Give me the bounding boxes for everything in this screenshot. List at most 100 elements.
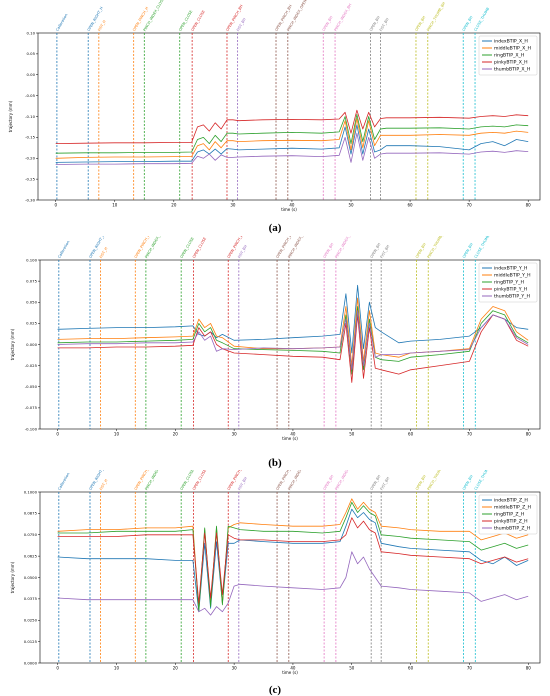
event-label: PINCH_THUMB_BH [427,236,447,259]
event-label: OPEN_BH [323,242,335,259]
event-label: PINCH_INDEX_BH [333,3,352,32]
y-tick-label: 0.00 [27,72,36,77]
event-label: CLOSE_THUMB [473,6,490,32]
y-tick-label: -0.050 [25,384,38,389]
x-tick-label: 10 [112,203,118,208]
series-line-middleBTIP_X_H [55,118,529,159]
legend-box [478,494,538,535]
series-line-ringBTIP_Z_H [57,501,529,613]
y-tick-label: -0.05 [25,93,35,98]
legend: indexBTIP_Y_HmiddleBTIP_Y_HringBTIP_Y_Hp… [478,262,538,303]
event-label: PINCH_INDEX_BH [334,236,353,259]
event-label: OPEN_BH [415,474,427,491]
event-label: FIST_H [99,478,109,491]
x-tick-label: 10 [114,432,120,437]
y-tick-label: 0.050 [26,300,37,305]
series-line-thumbBTIP_Y_H [57,310,529,371]
legend-label: thumbBTIP_Y_H [494,294,530,300]
legend-label: ringBTIP_X_H [494,53,524,59]
x-tick-label: 60 [408,432,414,437]
event-label: FIST_H [97,19,107,32]
legend: indexBTIP_Z_HmiddleBTIP_Z_HringBTIP_Z_Hp… [478,494,538,535]
legend-label: indexBTIP_Y_H [494,266,528,272]
event-label: PINCH_INDEX_CLOSE [143,0,166,32]
series-line-ringBTIP_X_H [55,114,529,154]
event-label: PINCH_INDEX_OPENER [287,470,311,491]
x-tick-label: 50 [349,432,355,437]
y-tick-label: 0.0750 [24,532,38,537]
y-axis-label: trajectory (mm) [10,328,15,360]
caption-c: (c) [268,684,282,696]
event-label: FIST_BH [237,476,248,491]
x-tick-label: 50 [349,666,355,671]
y-tick-label: 0.0000 [24,660,38,665]
event-label: OPEN_CLOSE [192,470,208,491]
x-tick-label: 0 [56,666,59,671]
series-line-indexBTIP_Z_H [57,508,529,613]
x-tick-label: 10 [114,666,120,671]
legend-label: middleBTIP_Z_H [494,505,531,511]
y-tick-label: 0.025 [26,321,37,326]
event-label: CLOSE_THUMB [474,470,491,491]
y-tick-label: 0.000 [26,342,37,347]
legend-label: thumbBTIP_X_H [494,67,530,73]
event-label: Calibration [55,13,68,32]
legend-label: pinkyBTIP_X_H [494,60,528,66]
legend-label: pinkyBTIP_Y_H [494,287,527,293]
x-axis-label: time (s) [281,207,297,212]
x-tick-label: 0 [56,432,59,437]
x-tick-label: 60 [408,203,414,208]
x-tick-label: 20 [173,432,179,437]
y-tick-label: 0.100 [26,257,37,262]
x-tick-label: 0 [54,203,57,208]
x-tick-label: 70 [467,432,473,437]
event-label: OPEN_BH [462,242,474,259]
legend-label: middleBTIP_X_H [494,46,531,52]
legend-label: middleBTIP_Y_H [494,273,531,279]
event-label: FIST_BH [379,17,390,32]
series-line-indexBTIP_X_H [55,124,529,163]
event-label: FIST_BH [380,244,391,259]
legend-label: ringBTIP_Y_H [494,280,524,286]
event-label: CLOSE_THUMB [474,236,491,259]
y-tick-label: 0.0375 [24,596,38,601]
y-axis-label: trajectory (mm) [8,100,13,132]
series-line-indexBTIP_Y_H [57,284,529,354]
y-tick-label: -0.25 [25,176,35,181]
caption-b: (b) [268,457,282,469]
series-line-ringBTIP_Y_H [57,306,529,375]
x-axis-label: time (s) [282,670,298,675]
series-line-thumbBTIP_Z_H [57,551,529,616]
series-line-pinkyBTIP_Z_H [57,517,529,604]
x-axis-label: time (s) [282,436,298,441]
series-line-thumbBTIP_X_H [55,132,529,165]
x-tick-label: 60 [408,666,414,671]
x-tick-label: 40 [290,666,296,671]
plot-frame [39,259,541,430]
event-label: OPEN_BH [414,15,426,32]
y-tick-label: 0.1000 [24,489,38,494]
x-tick-label: 30 [232,432,238,437]
x-tick-label: 70 [467,203,473,208]
event-label: OPEN_BH [323,474,335,491]
legend-label: thumbBTIP_Z_H [494,526,530,532]
event-label: Calibration [57,472,70,491]
event-label: PINCH_INDEX_CLOSE [144,470,167,491]
y-tick-label: -0.15 [25,135,35,140]
y-tick-label: 0.0125 [24,639,38,644]
caption-a: (a) [268,222,282,234]
x-tick-label: 80 [526,666,532,671]
y-tick-label: -0.10 [25,114,35,119]
y-tick-label: -0.30 [25,197,35,202]
event-label: OPEN_BH [322,15,334,32]
legend-label: ringBTIP_Z_H [494,512,524,518]
series-line-pinkyBTIP_Y_H [57,314,529,383]
x-tick-label: 20 [171,203,177,208]
series-line-middleBTIP_Y_H [57,297,529,366]
x-tick-label: 80 [526,203,532,208]
y-tick-label: 0.0875 [24,511,38,516]
event-label: FIST_BH [237,244,248,259]
event-label: PINCH_INDEX_BH [334,470,353,491]
